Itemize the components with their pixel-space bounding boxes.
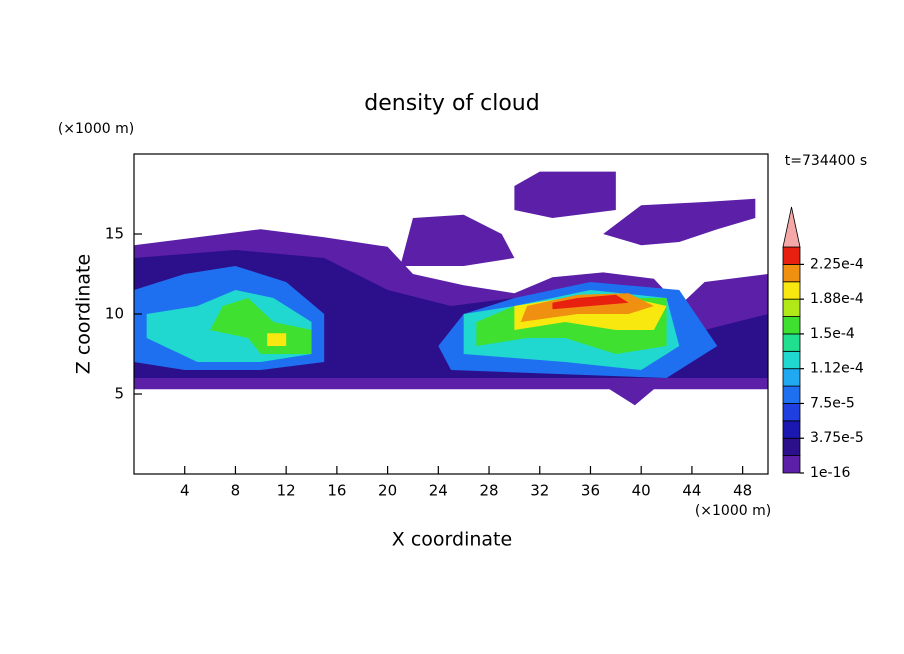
contour-region: [400, 214, 515, 266]
colorbar-tick-label: 1.5e-4: [810, 326, 855, 342]
x-tick-label: 48: [733, 482, 752, 500]
colorbar-tick-label: 2.25e-4: [810, 256, 864, 272]
contour-region: [552, 294, 629, 310]
y-unit: (×1000 m): [58, 121, 134, 137]
time-label: t=734400 s: [785, 153, 867, 169]
colorbar-tick-label: 3.75e-5: [810, 430, 864, 446]
x-tick-label: 8: [231, 482, 241, 500]
colorbar-segment: [782, 420, 801, 439]
x-tick-label: 24: [429, 482, 448, 500]
colorbar-segment: [782, 455, 801, 474]
y-tick-label: 10: [105, 305, 124, 323]
contour-region: [267, 333, 287, 346]
x-tick-label: 4: [180, 482, 190, 500]
colorbar-segment: [782, 385, 801, 404]
colorbar-segment: [782, 246, 801, 265]
contour-region: [603, 198, 756, 246]
x-tick-label: 44: [682, 482, 701, 500]
colorbar-tick-label: 1.88e-4: [810, 291, 864, 307]
y-tick-label: 5: [114, 385, 124, 403]
y-axis-label: Z coordinate: [73, 254, 95, 374]
colorbar-segment: [782, 263, 801, 283]
colorbar-tick-label: 1.12e-4: [810, 361, 864, 377]
colorbar-segment: [782, 316, 801, 335]
y-tick-label: 15: [105, 225, 124, 243]
x-tick-label: 40: [632, 482, 651, 500]
colorbar-tick-label: 7.5e-5: [810, 395, 855, 411]
x-tick-label: 12: [277, 482, 296, 500]
x-tick-label: 28: [479, 482, 498, 500]
x-tick-label: 32: [530, 482, 549, 500]
x-tick-label: 36: [581, 482, 600, 500]
colorbar-segment: [782, 437, 801, 457]
x-tick-label: 20: [378, 482, 397, 500]
contour-region: [514, 171, 616, 218]
chart-title: density of cloud: [364, 91, 539, 116]
colorbar-extend: [782, 206, 801, 248]
contour-field: [134, 171, 768, 406]
colorbar-segment: [782, 368, 801, 387]
colorbar-tick-label: 1e-16: [810, 465, 850, 481]
colorbar-segment: [782, 281, 801, 300]
colorbar-segment: [782, 333, 801, 352]
colorbar-segment: [782, 403, 801, 422]
colorbar-segment: [782, 298, 801, 317]
colorbar-segment: [782, 350, 801, 370]
x-tick-label: 16: [327, 482, 346, 500]
x-axis-label: X coordinate: [392, 529, 512, 551]
x-unit: (×1000 m): [695, 503, 771, 519]
